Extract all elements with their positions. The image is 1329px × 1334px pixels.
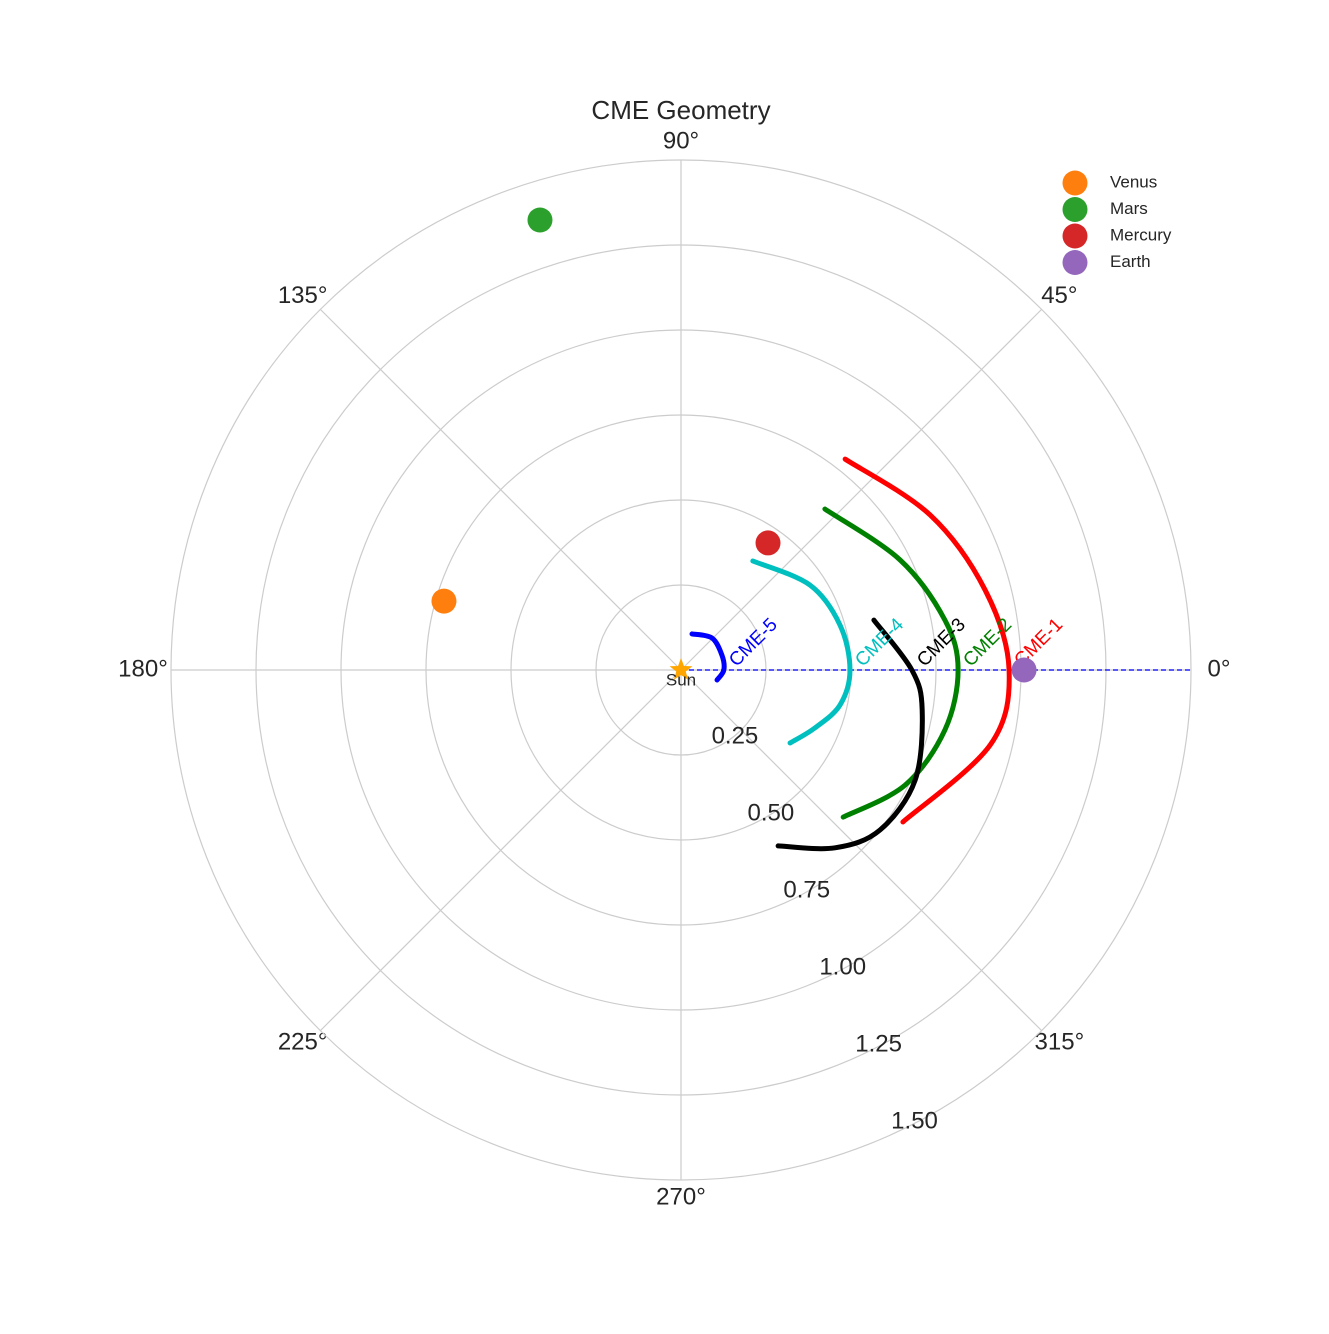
legend-marker <box>1062 250 1088 275</box>
cme-label: CME-5 <box>725 614 782 671</box>
theta-tick-label: 225° <box>278 1029 328 1056</box>
planet-marker <box>755 530 781 556</box>
r-grid-circle <box>170 159 1192 1181</box>
cme-arc <box>750 558 853 746</box>
legend-marker <box>1062 197 1088 222</box>
theta-tick-label: 45° <box>1041 282 1077 309</box>
legend-marker <box>1062 223 1088 249</box>
r-grid-circle <box>425 414 937 926</box>
sun-label: Sun <box>666 670 696 689</box>
chart-title: CME Geometry <box>591 95 770 125</box>
theta-tick-label: 315° <box>1035 1029 1085 1056</box>
legend-label: Earth <box>1110 252 1151 271</box>
sun-marker <box>669 658 693 680</box>
r-tick-label: 1.50 <box>891 1108 938 1135</box>
cme-arc <box>775 617 925 852</box>
planet-marker <box>431 588 457 614</box>
r-tick-label: 0.25 <box>712 722 759 749</box>
legend-label: Mars <box>1110 199 1148 218</box>
cme-label: CME-3 <box>913 614 970 671</box>
theta-tick-label: 90° <box>663 127 699 154</box>
cme-label: CME-4 <box>851 614 908 671</box>
planet-marker <box>1011 657 1037 683</box>
legend-label: Mercury <box>1110 225 1172 244</box>
theta-tick-label: 135° <box>278 282 328 309</box>
cme-arc <box>822 506 961 820</box>
cme-arc <box>842 456 1012 825</box>
r-tick-label: 1.25 <box>855 1031 902 1058</box>
legend-label: Venus <box>1110 172 1157 191</box>
theta-tick-label: 180° <box>118 655 168 682</box>
r-tick-label: 0.50 <box>747 799 794 826</box>
planet-marker <box>527 207 553 233</box>
theta-tick-label: 0° <box>1208 655 1231 682</box>
cme-arc <box>689 631 727 683</box>
legend-marker <box>1062 170 1088 196</box>
theta-tick-label: 270° <box>656 1183 706 1210</box>
r-tick-label: 1.00 <box>819 953 866 980</box>
r-tick-label: 0.75 <box>783 876 830 903</box>
